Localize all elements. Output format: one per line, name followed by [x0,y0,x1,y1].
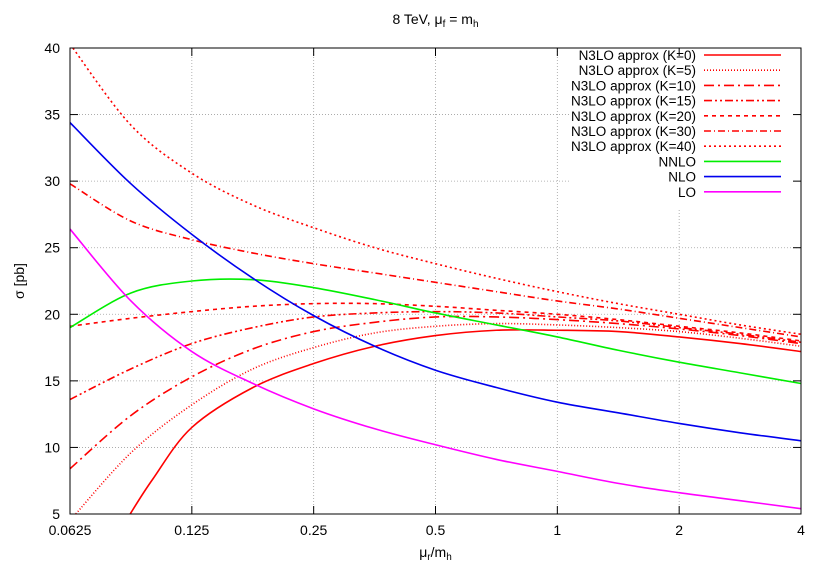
chart-title: 8 TeV, μf = mh [392,11,478,30]
legend-label: LO [678,185,696,200]
legend-label: NNLO [658,154,696,169]
x-tick-label: 1 [553,522,561,538]
series-line-2 [70,315,801,470]
y-tick-label: 10 [44,439,60,455]
y-tick-label: 35 [44,107,60,123]
legend-label: N3LO approx (K=0) [579,48,696,63]
x-tick-label: 0.25 [300,522,327,538]
series-line-3 [70,310,801,401]
title-sub-f: f [443,19,446,30]
x-tick-label: 4 [797,522,805,538]
x-axis-title: μr/mh [419,544,452,563]
series-line-8 [70,121,801,442]
series-line-5 [70,183,801,338]
title-sub-h: h [473,19,479,30]
legend-label: NLO [668,170,696,185]
y-tick-label: 25 [44,240,60,256]
series-line-0 [129,329,801,514]
xlabel-sub-h: h [446,552,452,563]
plot-lines [70,48,801,514]
legend-label: N3LO approx (K=5) [579,63,696,78]
xlabel-sub-r: r [427,552,431,563]
y-tick-label: 40 [44,40,60,56]
x-tick-label: 0.5 [426,522,446,538]
xlabel-mid: /m [431,544,447,560]
series-line-9 [70,228,801,510]
legend: N3LO approx (K=0)N3LO approx (K=5)N3LO a… [571,48,781,200]
legend-label: N3LO approx (K=10) [571,78,696,93]
y-tick-label: 30 [44,173,60,189]
x-tick-label: 2 [675,522,683,538]
grid [70,48,801,514]
x-tick-label: 0.0625 [49,522,92,538]
legend-label: N3LO approx (K=20) [571,109,696,124]
legend-label: N3LO approx (K=15) [571,94,696,109]
legend-label: N3LO approx (K=40) [571,139,696,154]
y-axis-title: σ [pb] [11,263,27,299]
series-line-7 [70,278,801,385]
x-tick-label: 0.125 [174,522,209,538]
legend-label: N3LO approx (K=30) [571,124,696,139]
series-line-6 [71,48,801,336]
xlabel-base: μ [419,544,427,560]
axis-ticks: 0.0625 0.125 0.25 0.5 1 2 4 5 10 15 20 25 30 35 40 [44,40,805,538]
title-mid: = m [445,11,473,27]
y-tick-label: 20 [44,306,60,322]
y-tick-label: 5 [52,506,60,522]
title-base: 8 TeV, μ [392,11,442,27]
series-line-1 [74,322,801,514]
series-line-4 [70,302,801,342]
y-tick-label: 15 [44,373,60,389]
